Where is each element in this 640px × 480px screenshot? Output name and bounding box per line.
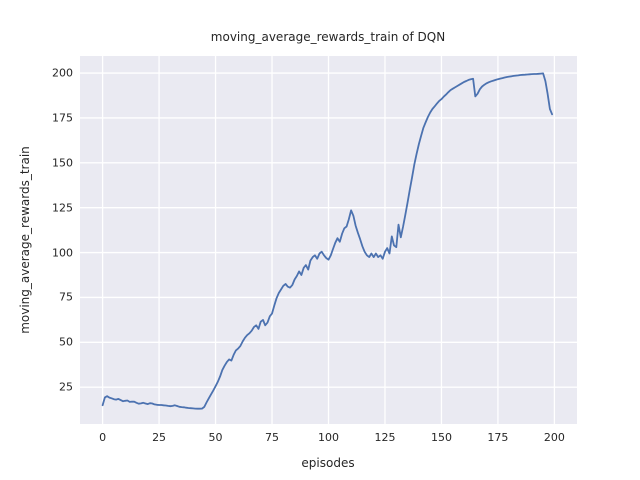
chart-title: moving_average_rewards_train of DQN (210, 30, 446, 44)
y-tick-label: 125 (52, 201, 73, 215)
x-tick-label: 100 (318, 431, 339, 444)
x-tick-label: 150 (430, 431, 452, 444)
x-tick-label: 200 (543, 431, 565, 444)
data-line-moving_average_rewards_train (101, 72, 554, 410)
y-tick-label: 200 (52, 66, 73, 80)
x-tick-label: 175 (487, 431, 509, 444)
x-tick-label: 125 (374, 431, 396, 444)
plot-area (80, 56, 577, 424)
y-tick-label: 50 (59, 335, 73, 349)
x-axis-label: episodes (301, 456, 355, 470)
x-tick-label: 50 (208, 431, 223, 444)
y-axis-label: moving_average_rewards_train (18, 146, 32, 334)
x-tick-label: 0 (99, 431, 107, 444)
x-tick-label: 75 (265, 431, 280, 444)
y-tick-label: 150 (52, 156, 73, 170)
line-chart-svg (80, 56, 577, 424)
y-tick-label: 100 (52, 246, 73, 260)
y-tick-label: 25 (59, 380, 73, 394)
y-tick-label: 175 (52, 111, 73, 125)
x-tick-label: 25 (152, 431, 167, 444)
y-tick-label: 75 (59, 290, 73, 304)
